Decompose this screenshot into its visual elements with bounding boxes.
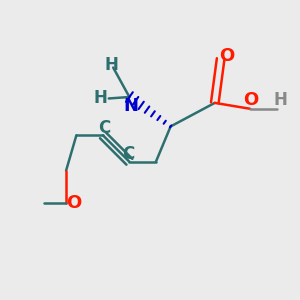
- Text: H: H: [105, 56, 119, 74]
- Text: O: O: [243, 91, 258, 109]
- Text: N: N: [123, 97, 138, 115]
- Text: C: C: [122, 146, 134, 164]
- Text: O: O: [66, 194, 81, 212]
- Text: C: C: [98, 119, 110, 137]
- Text: H: H: [94, 89, 107, 107]
- Text: H: H: [273, 91, 287, 109]
- Text: O: O: [219, 47, 234, 65]
